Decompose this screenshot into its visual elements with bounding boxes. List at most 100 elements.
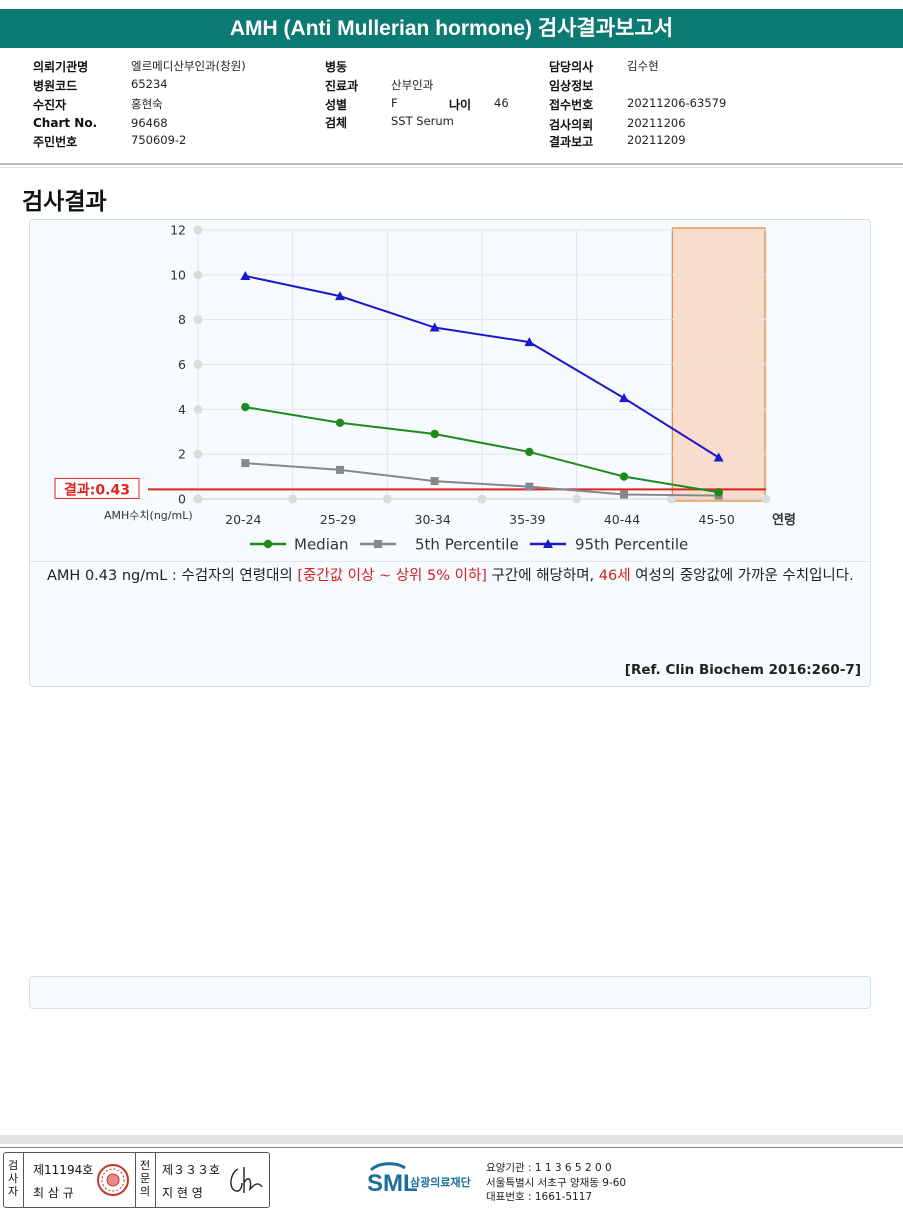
org-name: 삼광의료재단 xyxy=(410,1176,471,1189)
department-value: 산부인과 xyxy=(391,78,434,92)
y-tick-dot xyxy=(193,270,203,280)
reviewer-name: 지 현 영 xyxy=(162,1186,203,1200)
specimen-value: SST Serum xyxy=(391,114,454,128)
5th-percentile-legend-label: 5th Percentile xyxy=(415,536,519,554)
request-date-value: 20211206 xyxy=(627,116,686,130)
divider xyxy=(155,1153,156,1207)
sml-logo-mark xyxy=(369,1162,406,1172)
result-label-box xyxy=(54,477,140,499)
org-address-block: 요양기관 : 1 1 3 6 5 2 0 0 서울특별시 서초구 양재동 9-6… xyxy=(486,1161,626,1205)
specimen-label: 검체 xyxy=(325,116,348,130)
x-tick-label: 40-44 xyxy=(604,512,640,527)
signature xyxy=(230,1167,263,1193)
agency-code: 요양기관 : 1 1 3 6 5 2 0 0 xyxy=(486,1162,612,1174)
x-tick-dot xyxy=(666,494,676,504)
x-tick-dot xyxy=(572,494,582,504)
sex-label: 성별 xyxy=(325,98,348,112)
y-tick-dot xyxy=(193,404,203,414)
panel-divider xyxy=(30,561,868,562)
x-tick-dot xyxy=(288,494,298,504)
interpretation-text: AMH 0.43 ng/mL : 수검자의 연령대의 [중간값 이상 ~ 상위 … xyxy=(47,565,862,587)
x-axis-label: 연령 xyxy=(772,513,796,528)
patient-label: 수진자 xyxy=(33,98,67,112)
reference: [Ref. Clin Biochem 2016:260-7] xyxy=(624,662,861,678)
report-title: AMH (Anti Mullerian hormone) 검사결과보고서 xyxy=(0,9,903,48)
empty-panel xyxy=(29,976,871,1009)
resident-no-label: 주민번호 xyxy=(33,135,78,149)
x-tick-label: 20-24 xyxy=(225,512,261,527)
95th-percentile-point xyxy=(713,452,724,462)
divider xyxy=(135,1153,136,1207)
y-axis-label: AMH수치(ng/mL) xyxy=(104,509,193,522)
receipt-no-value: 20211206-63579 xyxy=(627,96,727,110)
sml-logo: SML xyxy=(367,1170,418,1197)
divider xyxy=(0,167,903,168)
95th-percentile-point xyxy=(335,291,345,301)
section-title: 검사결과 xyxy=(22,189,107,215)
signature-box: 검사자 제11194호 최 삼 규 전문의 제３３３호 지 현 영 xyxy=(3,1152,270,1208)
x-tick-label: 30-34 xyxy=(415,512,451,527)
y-tick-label: 8 xyxy=(178,312,186,327)
seal-stamp xyxy=(97,1164,129,1196)
5th-percentile-line xyxy=(245,462,719,497)
inspector-label: 검사자 xyxy=(7,1159,19,1198)
x-tick-dot xyxy=(477,494,487,504)
95th-percentile-point xyxy=(429,322,440,332)
reviewer-label: 전문의 xyxy=(139,1159,151,1198)
median-point xyxy=(430,429,439,439)
sex-value: F xyxy=(391,96,398,110)
hospital-code-value: 65234 xyxy=(131,77,168,91)
median-legend-marker xyxy=(263,539,273,549)
report-date-label: 결과보고 xyxy=(549,135,594,149)
95th-percentile-line xyxy=(245,274,720,459)
5th-percentile-point xyxy=(241,459,250,468)
median-point xyxy=(525,447,534,457)
department-label: 진료과 xyxy=(325,79,359,93)
y-tick-label: 2 xyxy=(178,447,186,462)
phone: 대표번호 : 1661-5117 xyxy=(486,1191,593,1203)
median-point xyxy=(619,472,629,481)
hospital-code-label: 병원코드 xyxy=(33,79,78,93)
referring-org-value: 엘르메디산부인과(창원) xyxy=(131,59,246,73)
y-tick-dot xyxy=(193,449,203,459)
median-point xyxy=(241,402,250,412)
y-tick-dot xyxy=(193,315,203,325)
95th-percentile-point xyxy=(240,270,251,280)
5th-percentile-point xyxy=(430,477,439,486)
chart-no-value: 96468 xyxy=(131,116,168,130)
footer-divider xyxy=(0,1147,903,1148)
median-line xyxy=(245,406,719,494)
patient-info: 의뢰기관명 엘르메디산부인과(창원) 병원코드 65234 수진자 홍현숙 Ch… xyxy=(0,56,903,156)
x-tick-label: 25-29 xyxy=(320,512,356,527)
y-tick-label: 6 xyxy=(178,357,186,372)
5th-percentile-point xyxy=(336,465,344,474)
receipt-no-label: 접수번호 xyxy=(549,98,594,112)
95th-percentile-legend-marker xyxy=(543,539,553,548)
95th-percentile-point xyxy=(619,393,629,403)
y-tick-dot xyxy=(193,225,203,235)
result-label: 결과:0.43 xyxy=(64,481,130,498)
95th-percentile-legend-label: 95th Percentile xyxy=(575,536,688,554)
patient-value: 홍현숙 xyxy=(131,97,163,111)
doctor-label: 담당의사 xyxy=(549,60,594,74)
clinical-info-label: 임상정보 xyxy=(549,79,594,93)
interpretation-part2: 구간에 해당하며, xyxy=(486,568,599,584)
x-tick-dot xyxy=(382,494,392,504)
divider xyxy=(23,1153,24,1207)
interpretation-range: [중간값 이상 ~ 상위 5% 이하] xyxy=(297,568,487,584)
median-point xyxy=(335,418,345,427)
95th-percentile-point xyxy=(524,337,535,347)
5th-percentile-point xyxy=(620,490,628,499)
report-date-value: 20211209 xyxy=(627,133,686,147)
reviewer-no: 제３３３호 xyxy=(162,1163,221,1177)
y-tick-dot xyxy=(193,360,203,369)
interpretation-part1: AMH 0.43 ng/mL : 수검자의 연령대의 xyxy=(47,568,298,584)
chart-no-label: Chart No. xyxy=(33,116,98,130)
x-tick-dot xyxy=(193,494,203,504)
interpretation-age: 46세 xyxy=(598,568,631,584)
request-date-label: 검사의뢰 xyxy=(549,118,594,132)
doctor-value: 김수현 xyxy=(627,59,659,73)
footer-band xyxy=(0,1135,903,1144)
referring-org-label: 의뢰기관명 xyxy=(33,60,89,74)
ward-label: 병동 xyxy=(325,60,348,74)
